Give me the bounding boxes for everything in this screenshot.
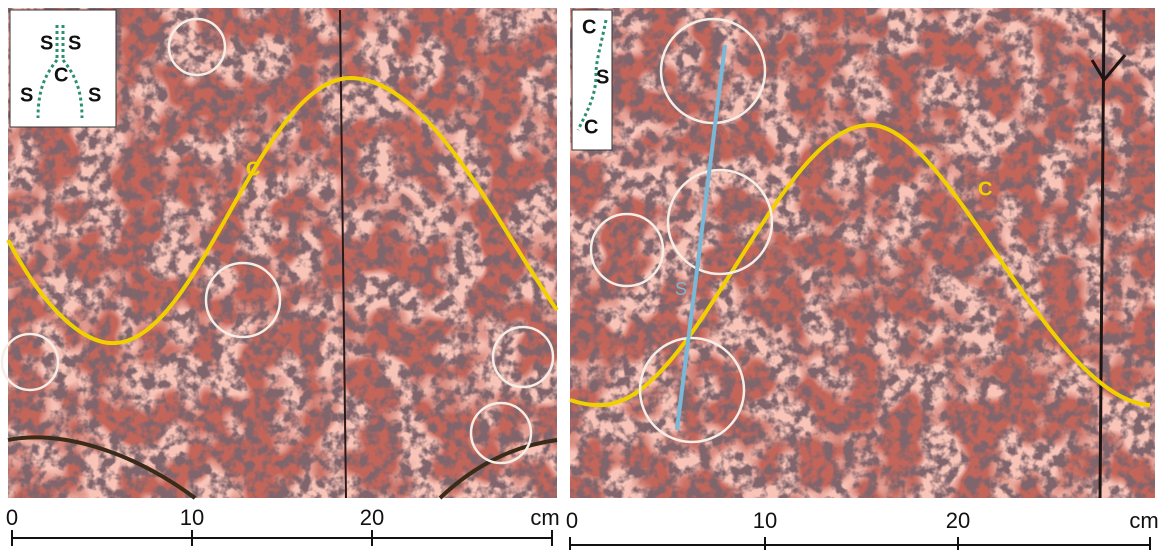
- inset-label: C: [584, 116, 598, 138]
- inset-label: S: [88, 84, 101, 106]
- curve-label: C: [246, 158, 260, 180]
- left-photo: C S S C S S: [2, 8, 557, 498]
- figure: C S S C S S S C C S C 0 10 20 cm 0 1: [0, 0, 1160, 550]
- inset-label: S: [40, 32, 53, 54]
- inset-label: S: [596, 66, 609, 88]
- scale-label: 10: [180, 505, 204, 530]
- curve-label: C: [978, 178, 992, 200]
- scale-label: 0: [6, 505, 18, 530]
- scale-label: 20: [360, 505, 384, 530]
- scale-label: 20: [946, 508, 970, 533]
- scale-unit: cm: [1129, 508, 1158, 533]
- scale-bars: [12, 530, 1150, 550]
- line-label: S: [675, 279, 687, 299]
- scale-unit: cm: [530, 505, 559, 530]
- scale-label: 0: [566, 508, 578, 533]
- inset-label: S: [20, 84, 33, 106]
- scale-label: 10: [753, 508, 777, 533]
- right-photo: S C C S C: [570, 8, 1155, 498]
- inset-label: C: [54, 64, 68, 86]
- inset-label: S: [68, 32, 81, 54]
- inset-label: C: [582, 16, 596, 38]
